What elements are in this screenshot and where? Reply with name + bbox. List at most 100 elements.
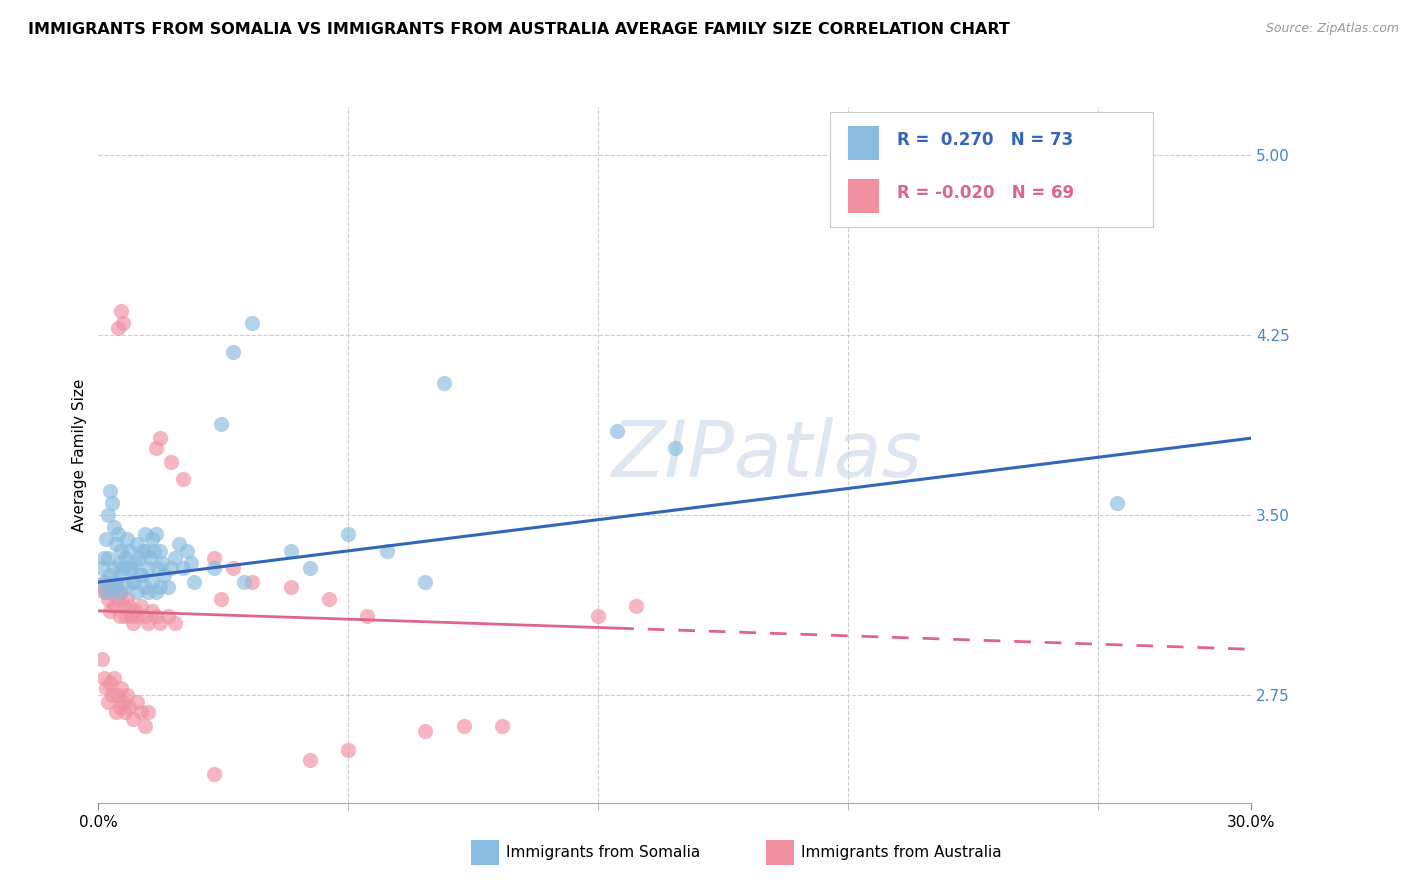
Point [433,376,456,390]
Point [298,560,321,574]
Point [202,560,225,574]
Point [491,719,513,733]
Point [103,599,125,613]
Point [108,699,131,714]
Point [280,580,302,594]
Point [202,767,225,781]
Point [160,560,183,574]
Point [626,599,648,613]
Text: Source: ZipAtlas.com: Source: ZipAtlas.com [1265,22,1399,36]
Point [124,604,146,618]
Point [141,532,163,546]
Text: Immigrants from Somalia: Immigrants from Somalia [506,846,700,860]
Point [298,753,321,767]
Point [143,544,166,558]
Point [375,544,398,558]
Point [101,496,124,510]
Point [122,712,145,726]
Point [114,705,136,719]
Point [138,705,160,719]
Point [117,688,139,702]
Point [209,417,232,431]
Point [93,584,115,599]
Point [98,604,121,618]
Point [141,575,163,590]
Point [146,560,169,574]
Point [117,591,139,606]
Point [125,584,148,599]
Text: R = -0.020   N = 69: R = -0.020 N = 69 [897,185,1074,202]
Point [586,608,609,623]
Point [107,584,129,599]
Point [413,575,436,590]
Point [129,599,152,613]
Point [114,580,136,594]
Point [240,316,263,330]
Point [138,584,160,599]
Point [93,671,115,685]
Point [114,551,136,566]
Point [129,705,152,719]
Point [172,472,194,486]
Point [124,556,146,570]
Point [134,608,156,623]
Point [118,599,141,613]
Point [606,424,628,438]
Point [160,455,183,469]
Text: Immigrants from Australia: Immigrants from Australia [801,846,1002,860]
Point [98,676,121,690]
Point [97,508,120,522]
Point [152,567,174,582]
Point [141,604,163,618]
Point [125,695,148,709]
Point [107,527,129,541]
Text: R =  0.270   N = 73: R = 0.270 N = 73 [897,131,1073,149]
Point [104,580,127,594]
Point [114,608,136,623]
Point [118,544,141,558]
Point [101,580,124,594]
Point [138,615,160,630]
Point [356,608,378,623]
Point [337,527,360,541]
Point [103,520,125,534]
Point [149,580,172,594]
Point [145,441,167,455]
Point [413,723,436,738]
Point [134,527,156,541]
Point [112,695,135,709]
Point [240,575,263,590]
Point [93,551,115,566]
Point [134,580,156,594]
Point [318,591,340,606]
Point [104,575,127,590]
Point [128,551,150,566]
Point [112,560,135,574]
Point [91,560,114,574]
Point [118,699,141,714]
Point [112,316,135,330]
Point [134,719,156,733]
Point [122,615,145,630]
Point [91,652,114,666]
Point [149,615,172,630]
Point [120,608,142,623]
Point [98,567,121,582]
Point [104,537,127,551]
Point [110,544,132,558]
Point [280,544,302,558]
Point [108,608,131,623]
Point [104,705,127,719]
Point [1105,496,1128,510]
Point [94,681,117,695]
Point [149,544,172,558]
Point [209,591,232,606]
Point [145,527,167,541]
Point [97,695,120,709]
Point [101,584,124,599]
Point [91,580,114,594]
Point [103,671,125,685]
Point [156,608,179,623]
Point [108,556,131,570]
Point [180,556,202,570]
